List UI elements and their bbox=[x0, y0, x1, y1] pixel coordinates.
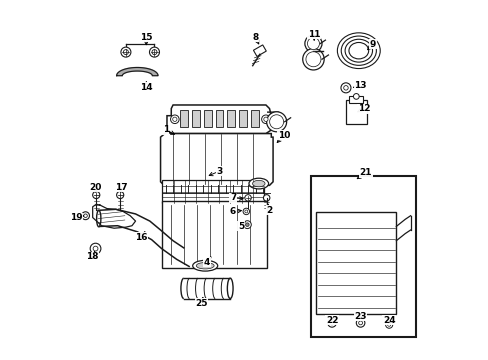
Text: 3: 3 bbox=[209, 167, 222, 176]
Text: 8: 8 bbox=[252, 33, 258, 44]
Circle shape bbox=[263, 117, 267, 121]
Text: 17: 17 bbox=[115, 183, 127, 192]
Ellipse shape bbox=[97, 210, 101, 227]
Circle shape bbox=[340, 83, 350, 93]
Polygon shape bbox=[192, 111, 200, 127]
Bar bbox=[348, 96, 363, 103]
Text: 1: 1 bbox=[163, 126, 174, 135]
Circle shape bbox=[353, 94, 358, 99]
Polygon shape bbox=[93, 204, 135, 228]
Circle shape bbox=[243, 221, 251, 229]
Circle shape bbox=[121, 47, 131, 57]
Circle shape bbox=[90, 243, 101, 254]
Ellipse shape bbox=[252, 180, 264, 187]
Circle shape bbox=[149, 47, 159, 57]
Polygon shape bbox=[239, 111, 246, 127]
Ellipse shape bbox=[337, 33, 380, 68]
Bar bbox=[162, 202, 266, 267]
Text: 21: 21 bbox=[357, 168, 371, 179]
Circle shape bbox=[93, 246, 98, 251]
Text: 19: 19 bbox=[70, 213, 83, 222]
Text: 9: 9 bbox=[367, 40, 376, 50]
Circle shape bbox=[358, 321, 362, 325]
Circle shape bbox=[172, 117, 177, 121]
Polygon shape bbox=[160, 132, 272, 185]
Ellipse shape bbox=[341, 36, 376, 65]
Text: 11: 11 bbox=[307, 30, 320, 40]
Text: 23: 23 bbox=[354, 312, 366, 321]
Circle shape bbox=[243, 208, 249, 215]
Circle shape bbox=[343, 86, 347, 90]
Text: 20: 20 bbox=[89, 183, 101, 192]
Text: 14: 14 bbox=[140, 82, 152, 92]
Circle shape bbox=[307, 37, 319, 50]
Text: 6: 6 bbox=[229, 207, 241, 216]
Circle shape bbox=[81, 212, 89, 220]
Bar bbox=[253, 45, 266, 57]
Text: 18: 18 bbox=[86, 252, 99, 261]
Text: 4: 4 bbox=[203, 257, 210, 267]
Circle shape bbox=[245, 223, 248, 226]
Bar bbox=[162, 180, 264, 203]
Ellipse shape bbox=[196, 262, 214, 269]
Circle shape bbox=[304, 35, 322, 52]
Ellipse shape bbox=[345, 39, 372, 62]
Text: 10: 10 bbox=[277, 131, 289, 143]
Text: 22: 22 bbox=[325, 315, 338, 324]
Text: 2: 2 bbox=[266, 204, 272, 215]
Circle shape bbox=[244, 210, 247, 213]
Ellipse shape bbox=[227, 278, 233, 298]
Circle shape bbox=[116, 192, 123, 199]
Circle shape bbox=[263, 195, 269, 201]
Bar bbox=[310, 176, 415, 337]
Ellipse shape bbox=[192, 260, 217, 271]
Text: 12: 12 bbox=[357, 104, 370, 113]
Text: 13: 13 bbox=[353, 81, 366, 90]
Circle shape bbox=[387, 323, 390, 326]
Circle shape bbox=[266, 112, 286, 132]
Text: 16: 16 bbox=[134, 232, 147, 242]
Circle shape bbox=[93, 192, 100, 199]
Circle shape bbox=[83, 214, 87, 217]
Bar bbox=[345, 100, 366, 123]
Polygon shape bbox=[215, 111, 223, 127]
Circle shape bbox=[305, 52, 320, 67]
Circle shape bbox=[329, 321, 333, 325]
Text: 25: 25 bbox=[195, 297, 207, 308]
Text: 15: 15 bbox=[140, 33, 152, 45]
Circle shape bbox=[327, 319, 336, 327]
Text: 7: 7 bbox=[229, 193, 243, 202]
Text: 24: 24 bbox=[382, 315, 395, 324]
Bar bbox=[315, 212, 395, 314]
Circle shape bbox=[152, 50, 157, 55]
Polygon shape bbox=[227, 111, 235, 127]
Ellipse shape bbox=[248, 178, 268, 189]
Circle shape bbox=[244, 195, 251, 201]
Ellipse shape bbox=[348, 42, 368, 59]
Polygon shape bbox=[116, 67, 158, 76]
Polygon shape bbox=[203, 111, 211, 127]
Circle shape bbox=[302, 49, 324, 70]
Polygon shape bbox=[250, 111, 258, 127]
Text: 5: 5 bbox=[237, 222, 244, 231]
Circle shape bbox=[170, 115, 179, 123]
Circle shape bbox=[385, 321, 392, 328]
Circle shape bbox=[261, 115, 270, 123]
Polygon shape bbox=[180, 111, 188, 127]
Circle shape bbox=[356, 319, 364, 327]
Circle shape bbox=[123, 50, 128, 55]
Polygon shape bbox=[166, 105, 271, 134]
Circle shape bbox=[269, 115, 283, 129]
